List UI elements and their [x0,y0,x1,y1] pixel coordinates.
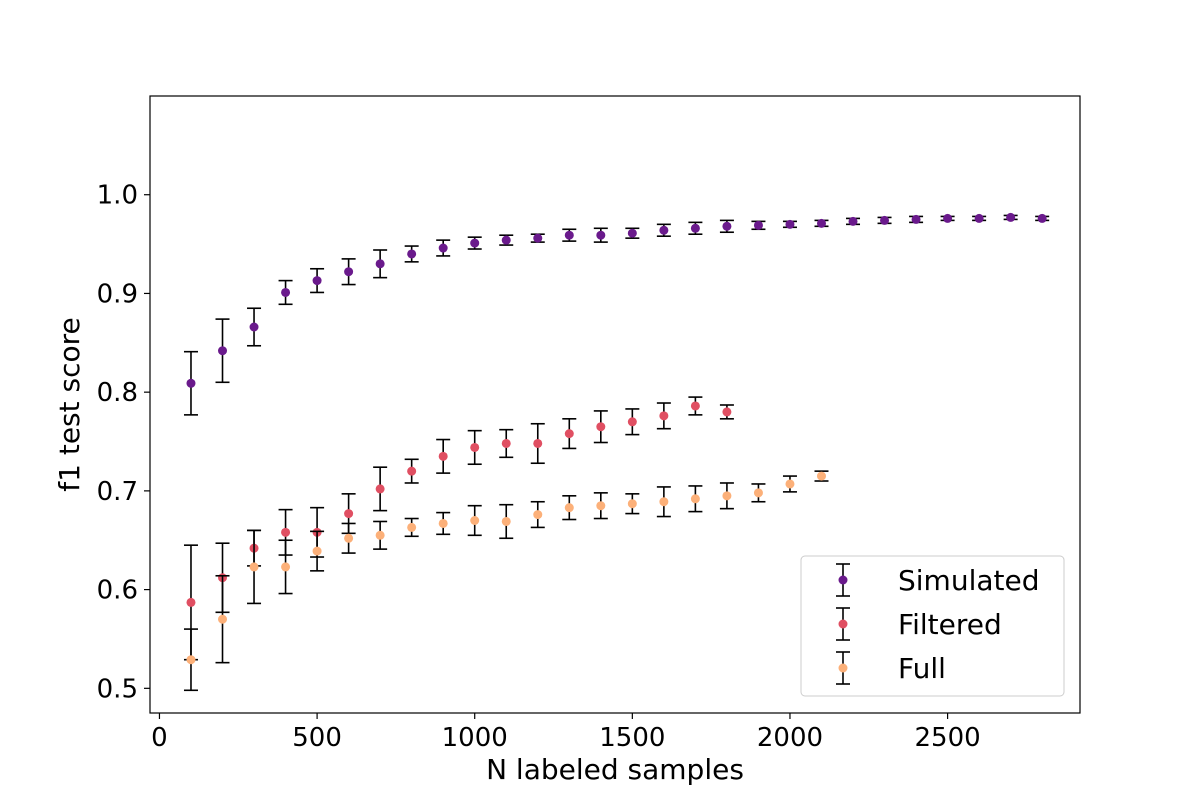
data-point-simulated [880,215,890,225]
x-tick-label: 1000 [442,723,508,753]
data-point-simulated [407,249,417,259]
data-point-full [596,501,606,511]
legend-item-simulated: Simulated [836,563,1040,597]
legend-marker [838,663,848,673]
data-point-filtered [690,401,700,411]
axes-frame [149,95,1081,714]
legend-box [800,555,1065,697]
data-point-filtered [375,484,385,494]
data-point-filtered [627,417,637,427]
data-point-filtered [470,442,480,452]
data-point-filtered [533,438,543,448]
data-point-simulated [470,238,480,248]
data-point-full [533,510,543,520]
x-tick-label: 1500 [599,723,665,753]
data-point-full [218,614,228,624]
data-point-full [753,488,763,498]
data-point-full [438,518,448,528]
data-point-simulated [249,322,259,332]
data-point-filtered [501,438,511,448]
data-point-filtered [186,597,196,607]
x-tick-label: 2500 [915,723,981,753]
data-point-simulated [753,220,763,230]
data-point-simulated [974,213,984,223]
y-tick-label: 0.8 [97,378,138,408]
data-point-simulated [627,228,637,238]
data-point-simulated [375,259,385,269]
data-point-simulated [186,378,196,388]
data-point-simulated [785,219,795,229]
x-axis-label: N labeled samples [486,753,744,786]
data-point-filtered [659,411,669,421]
data-point-simulated [564,230,574,240]
data-point-simulated [596,230,606,240]
data-point-filtered [344,509,354,519]
data-point-full [375,530,385,540]
y-tick-label: 0.5 [97,674,138,704]
data-point-full [344,533,354,543]
data-point-full [501,516,511,526]
data-point-simulated [659,225,669,235]
y-axis-label: f1 test score [53,317,86,491]
x-tick-label: 0 [151,723,168,753]
data-point-simulated [281,287,291,297]
legend-item-filtered: Filtered [836,607,1002,641]
data-point-full [281,562,291,572]
data-point-simulated [501,235,511,245]
data-point-full [312,546,322,556]
series-full [183,470,829,692]
data-point-simulated [722,221,732,231]
data-point-simulated [312,276,322,286]
data-point-full [249,562,259,572]
y-tick-label: 1.0 [97,181,138,211]
data-point-filtered [281,527,291,537]
data-point-simulated [533,233,543,243]
data-point-simulated [1006,212,1016,222]
data-point-simulated [911,214,921,224]
y-tick-label: 0.6 [97,576,138,606]
legend-marker [838,619,848,629]
legend-label: Filtered [898,608,1002,641]
x-tick-label: 500 [292,723,342,753]
y-axis: 0.5 0.6 0.7 0.8 0.9 1.0 [97,181,150,704]
data-point-simulated [690,223,700,233]
data-point-simulated [1037,213,1047,223]
data-point-filtered [564,429,574,439]
data-point-filtered [438,451,448,461]
data-point-full [470,515,480,525]
data-point-full [627,499,637,509]
data-point-full [659,497,669,507]
data-point-simulated [438,243,448,253]
data-point-filtered [407,466,417,476]
data-point-filtered [596,422,606,432]
x-axis: 0 500 1000 1500 2000 2500 [151,713,981,753]
data-point-full [186,655,196,665]
data-point-simulated [943,213,953,223]
data-point-simulated [218,346,228,356]
data-point-full [407,522,417,532]
x-tick-label: 2000 [757,723,823,753]
data-point-simulated [816,218,826,228]
data-point-full [816,471,826,481]
data-point-full [564,503,574,513]
y-tick-label: 0.7 [97,477,138,507]
legend-marker [838,575,848,585]
legend: Simulated Filtered Full [800,555,1065,697]
plot-area [183,212,1050,692]
data-point-filtered [722,407,732,417]
data-point-simulated [848,216,858,226]
y-tick-label: 0.9 [97,279,138,309]
data-point-full [722,491,732,501]
legend-label: Simulated [898,564,1040,597]
legend-label: Full [898,652,946,685]
series-simulated [183,212,1050,416]
data-point-full [690,494,700,504]
data-point-simulated [344,267,354,277]
data-point-full [785,479,795,489]
legend-item-full: Full [836,651,946,685]
